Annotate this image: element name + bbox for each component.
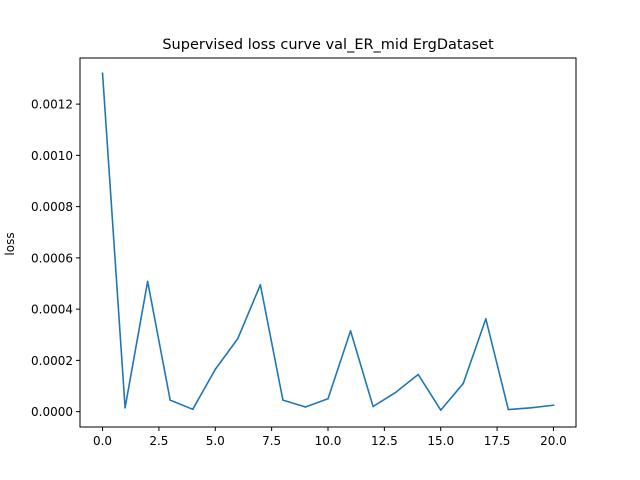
- x-tick-label: 17.5: [484, 434, 511, 448]
- data-point: [462, 382, 465, 385]
- data-point: [530, 406, 532, 409]
- data-point: [304, 406, 307, 408]
- data-point: [214, 368, 217, 371]
- y-tick-label: 0.0010: [31, 149, 73, 163]
- data-point: [372, 405, 374, 408]
- data-point: [237, 337, 239, 340]
- data-point: [349, 330, 352, 332]
- plot-area: [101, 72, 555, 411]
- data-point: [552, 404, 555, 407]
- data-point: [146, 280, 149, 283]
- data-point: [485, 318, 487, 320]
- y-tick-label: 0.0008: [31, 200, 73, 214]
- y-tick-label: 0.0002: [31, 354, 73, 368]
- data-point: [124, 406, 126, 409]
- data-point: [417, 373, 419, 376]
- x-tick-label: 10.0: [315, 434, 342, 448]
- x-tick-label: 15.0: [427, 434, 454, 448]
- data-point: [327, 398, 329, 400]
- x-tick-label: 20.0: [540, 434, 567, 448]
- x-tick-label: 5.0: [206, 434, 225, 448]
- data-point: [191, 408, 194, 411]
- y-axis-label: loss: [3, 232, 17, 255]
- chart-title: Supervised loss curve val_ER_mid ErgData…: [162, 37, 494, 53]
- data-point: [439, 409, 442, 411]
- y-tick-label: 0.0004: [31, 303, 73, 317]
- data-point: [394, 391, 397, 394]
- x-tick-label: 7.5: [262, 434, 281, 448]
- x-tick-label: 0.0: [93, 434, 112, 448]
- y-tick-label: 0.0000: [31, 405, 73, 419]
- y-tick-label: 0.0012: [31, 98, 73, 112]
- axis-ticks: 0.0 2.5 5.0 7.5 10.0 12.5 15.0 17.5 20.0 0.0000 0.…: [31, 98, 567, 448]
- data-point: [169, 399, 171, 401]
- data-point: [101, 72, 104, 75]
- x-tick-label: 2.5: [149, 434, 168, 448]
- data-point: [282, 399, 284, 401]
- data-point: [507, 408, 510, 411]
- x-tick-label: 12.5: [371, 434, 398, 448]
- axes-frame: [79, 57, 577, 428]
- data-point: [259, 283, 262, 286]
- y-tick-label: 0.0006: [31, 251, 73, 265]
